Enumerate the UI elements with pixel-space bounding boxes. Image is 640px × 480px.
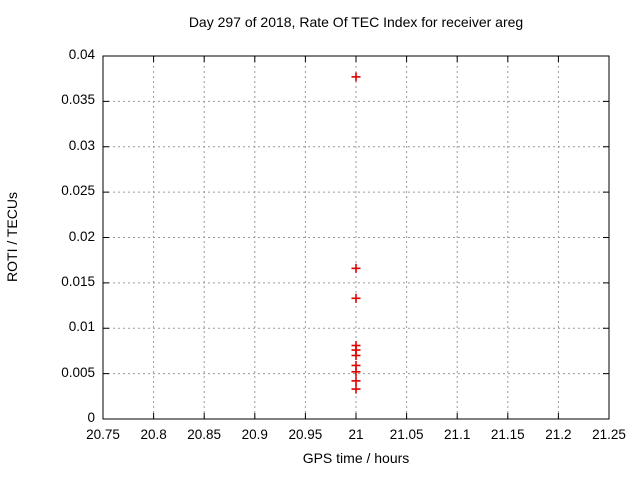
chart-title: Day 297 of 2018, Rate Of TEC Index for r…: [188, 14, 524, 30]
x-tick-label: 21.05: [389, 427, 424, 442]
y-tick-label: 0.005: [61, 364, 95, 380]
x-tick-label: 21.15: [490, 427, 525, 442]
y-tick-label: 0: [87, 410, 95, 425]
data-point-marker: [351, 293, 361, 303]
y-tick-label: 0.01: [68, 319, 95, 335]
data-point-marker: [351, 367, 361, 377]
x-tick-label: 21.25: [592, 427, 626, 442]
data-point-marker: [351, 72, 361, 82]
x-tick-label: 21.1: [444, 427, 471, 442]
y-tick-label: 0.02: [68, 228, 95, 244]
x-tick-label: 20.8: [140, 427, 167, 442]
x-tick-label: 20.75: [86, 427, 120, 442]
y-tick-label: 0.03: [68, 137, 95, 153]
y-tick-label: 0.025: [61, 183, 95, 199]
data-point-marker: [351, 263, 361, 273]
x-tick-label: 21: [348, 427, 364, 442]
x-tick-label: 21.2: [545, 427, 572, 442]
plot-border: [102, 55, 610, 420]
y-tick-label: 0.04: [68, 47, 95, 62]
y-tick-label: 0.015: [61, 273, 95, 289]
x-tick-label: 20.85: [187, 427, 222, 442]
data-point-marker: [351, 376, 361, 386]
data-point-marker: [351, 350, 361, 360]
x-axis-label: GPS time / hours: [302, 450, 410, 466]
x-tick-label: 20.9: [241, 427, 268, 442]
y-tick-label: 0.035: [61, 92, 95, 108]
data-point-marker: [351, 384, 361, 394]
x-tick-label: 20.95: [288, 427, 323, 442]
